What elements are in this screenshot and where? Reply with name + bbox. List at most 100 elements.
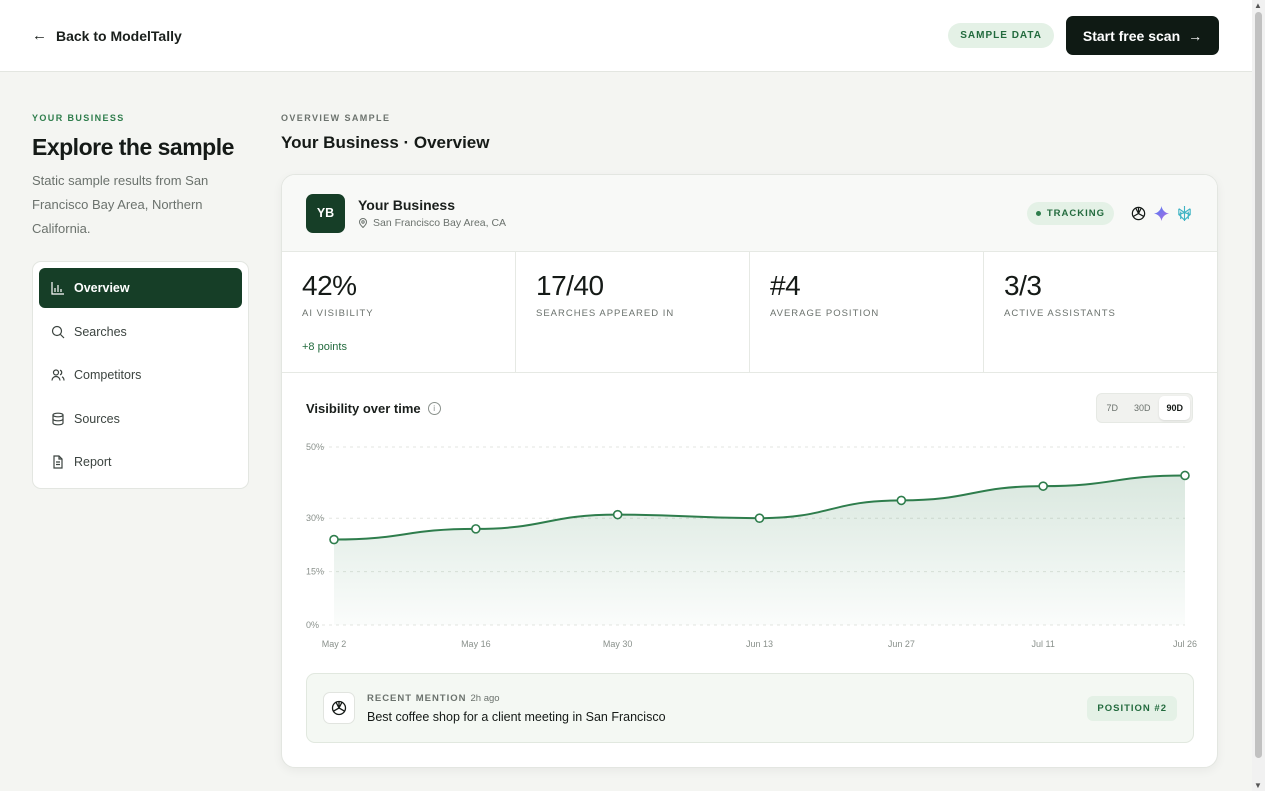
sidebar-item-label: Searches	[74, 324, 127, 339]
overview-card: YB Your Business San Francisco Bay Area,…	[281, 174, 1218, 768]
recent-mention[interactable]: RECENT MENTION 2h ago Best coffee shop fo…	[306, 673, 1194, 743]
search-icon	[51, 325, 65, 338]
page-title: Your Business · Overview	[281, 133, 490, 152]
stat-label: ACTIVE ASSISTANTS	[1004, 308, 1116, 319]
stat-value: 42%	[302, 270, 357, 301]
visibility-chart-svg: 0% 15% 30% 50% May 2 May 16 May 30 Jun 13 Jun 27…	[306, 442, 1197, 649]
mention-meta: RECENT MENTION 2h ago	[367, 693, 666, 704]
stat-value: #4	[770, 270, 801, 301]
series-area	[334, 475, 1185, 625]
mention-time: 2h ago	[470, 692, 500, 704]
range-30d-button[interactable]: 30D	[1133, 403, 1151, 413]
stat-average-position: #4 AVERAGE POSITION	[750, 252, 984, 372]
data-point	[1180, 470, 1190, 481]
visibility-chart: 0% 15% 30% 50% May 2 May 16 May 30 Jun 13 Jun 27…	[282, 437, 1217, 662]
range-7d-button[interactable]: 7D	[1106, 403, 1118, 413]
stat-label: SEARCHES APPEARED IN	[536, 308, 675, 319]
top-bar: ← Back to ModelTally SAMPLE DATA Start f…	[0, 0, 1252, 72]
arrow-right-icon: →	[1188, 27, 1203, 44]
data-point	[471, 524, 481, 534]
arrow-left-icon: ←	[32, 27, 47, 44]
stat-ai-visibility: 42% AI VISIBILITY +8 points	[282, 252, 516, 372]
sidebar-nav: Overview Searches Competitors Sources Re…	[32, 261, 249, 489]
chatgpt-icon	[1131, 206, 1146, 220]
sidebar-item-report[interactable]: Report	[39, 442, 242, 482]
x-tick-label: May 2	[322, 639, 347, 649]
stats-row: 42% AI VISIBILITY +8 points 17/40 SEARCH…	[282, 252, 1217, 373]
business-status: TRACKING	[1026, 201, 1193, 225]
assistant-icons	[1130, 205, 1193, 222]
chart-header: Visibility over time i 7D 30D 90D	[282, 373, 1217, 423]
stat-label: AVERAGE POSITION	[770, 308, 880, 319]
y-tick-label: 0%	[306, 620, 319, 630]
stat-delta: +8 points	[302, 341, 347, 353]
sample-data-badge: SAMPLE DATA	[948, 23, 1054, 48]
sidebar-item-searches[interactable]: Searches	[39, 312, 242, 352]
page-scrollbar[interactable]: ▲ ▼	[1252, 0, 1265, 791]
database-icon	[52, 412, 64, 425]
range-90d-button[interactable]: 90D	[1159, 396, 1190, 420]
avatar: YB	[306, 193, 345, 233]
range-selector: 7D 30D 90D	[1096, 393, 1193, 423]
business-identity: YB Your Business San Francisco Bay Area,…	[306, 193, 506, 233]
scroll-up-icon[interactable]: ▲	[1254, 1, 1262, 10]
sidebar-item-label: Sources	[74, 411, 120, 426]
info-icon[interactable]: i	[427, 401, 441, 415]
data-point	[329, 534, 339, 545]
bar-chart-icon	[51, 282, 64, 295]
sidebar-item-label: Competitors	[74, 368, 142, 382]
stat-value: 3/3	[1004, 270, 1042, 301]
sidebar-item-overview[interactable]: Overview	[39, 268, 242, 308]
main-eyebrow: OVERVIEW SAMPLE	[281, 113, 391, 123]
tracking-label: TRACKING	[1046, 207, 1105, 219]
cta-label: Start free scan	[1082, 27, 1181, 44]
sidebar-title: Explore the sample	[32, 134, 234, 160]
gemini-icon	[1153, 205, 1170, 221]
start-free-scan-button[interactable]: Start free scan →	[1066, 16, 1219, 55]
main-content: OVERVIEW SAMPLE Your Business · Overview…	[281, 113, 1218, 768]
sidebar: YOUR BUSINESS Explore the sample Static …	[32, 113, 249, 489]
location-text: San Francisco Bay Area, CA	[373, 217, 507, 229]
map-pin-icon	[358, 218, 368, 228]
chart-title-text: Visibility over time	[306, 400, 421, 416]
sidebar-item-competitors[interactable]: Competitors	[39, 355, 242, 395]
tracking-badge: TRACKING	[1026, 201, 1114, 225]
business-location: San Francisco Bay Area, CA	[358, 217, 506, 229]
y-tick-label: 15%	[306, 567, 324, 577]
mention-eyebrow: RECENT MENTION	[367, 692, 467, 704]
document-icon	[53, 455, 63, 469]
back-link[interactable]: ← Back to ModelTally	[32, 27, 182, 44]
chart-title: Visibility over time i	[306, 401, 441, 416]
mention-assistant-logo	[323, 692, 355, 724]
mention-content: RECENT MENTION 2h ago Best coffee shop fo…	[323, 692, 666, 724]
x-tick-label: Jun 13	[746, 639, 773, 649]
x-tick-label: May 30	[603, 639, 633, 649]
business-name: Your Business	[358, 197, 455, 213]
header-actions: SAMPLE DATA Start free scan →	[948, 16, 1219, 55]
position-badge: POSITION #2	[1087, 695, 1177, 721]
sidebar-item-label: Overview	[74, 281, 130, 295]
business-header: YB Your Business San Francisco Bay Area,…	[282, 175, 1217, 252]
scrollbar-thumb[interactable]	[1255, 12, 1262, 758]
x-tick-label: Jun 27	[888, 639, 915, 649]
x-tick-label: May 16	[461, 639, 491, 649]
x-tick-label: Jul 26	[1173, 639, 1197, 649]
stat-searches-appeared: 17/40 SEARCHES APPEARED IN	[516, 252, 750, 372]
y-tick-label: 50%	[306, 442, 324, 452]
stat-active-assistants: 3/3 ACTIVE ASSISTANTS	[984, 252, 1217, 372]
data-point	[896, 495, 907, 506]
mention-query: Best coffee shop for a client meeting in…	[367, 709, 666, 724]
data-point	[1038, 481, 1048, 491]
sidebar-eyebrow: YOUR BUSINESS	[32, 113, 125, 123]
data-point	[754, 513, 765, 523]
y-tick-label: 30%	[306, 513, 324, 523]
x-tick-label: Jul 11	[1031, 639, 1054, 649]
users-icon	[51, 369, 65, 381]
status-dot-icon	[1035, 210, 1041, 216]
scroll-down-icon[interactable]: ▼	[1254, 781, 1262, 790]
sidebar-item-label: Report	[74, 455, 112, 469]
back-link-label: Back to ModelTally	[56, 27, 182, 44]
data-point	[612, 509, 623, 520]
perplexity-icon	[1178, 205, 1191, 221]
sidebar-item-sources[interactable]: Sources	[39, 399, 242, 439]
